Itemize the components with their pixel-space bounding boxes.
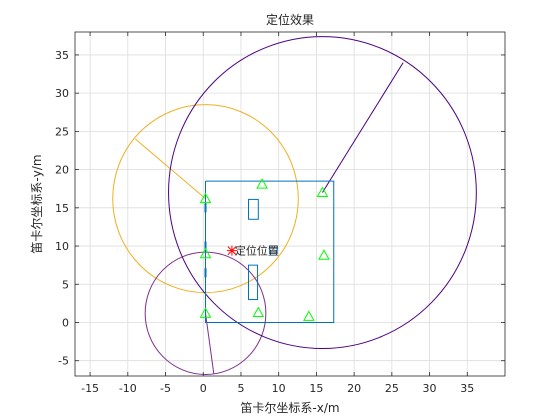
x-tick-label: 15 [309, 382, 323, 395]
x-tick-label: -10 [119, 382, 137, 395]
y-tick-label: 20 [55, 164, 69, 177]
plot-content: 定位位置 [112, 36, 477, 375]
x-axis-label: 笛卡尔坐标系-x/m [240, 400, 339, 415]
estimate-label: 定位位置 [235, 244, 279, 258]
y-tick-label: 15 [55, 202, 69, 215]
x-tick-label: -5 [160, 382, 171, 395]
ticks: -15 -10 -5 0 5 10 15 20 25 30 35 -5 0 5 10 15 20 25 30 35 [55, 32, 505, 395]
anchor-marker [303, 310, 315, 321]
x-tick-label: 0 [200, 382, 207, 395]
grid [75, 32, 505, 376]
anchor-marker [252, 306, 265, 318]
y-tick-label: 0 [62, 316, 69, 329]
range-circle [168, 36, 477, 349]
anchor-marker [199, 247, 212, 259]
y-axis-label: 笛卡尔坐标系-y/m [29, 154, 44, 253]
furniture-rect [269, 245, 278, 255]
x-tick-label: 35 [460, 382, 474, 395]
furniture-rect [248, 198, 259, 220]
x-tick-label: 5 [237, 382, 244, 395]
anchor-marker [256, 178, 268, 189]
anchor-marker [316, 186, 329, 198]
x-tick-label: 25 [385, 382, 399, 395]
estimate-star-stroke [227, 246, 237, 255]
x-tick-label: 10 [272, 382, 286, 395]
estimate-marker [226, 245, 237, 256]
y-tick-label: -5 [58, 355, 69, 368]
y-tick-label: 5 [62, 278, 69, 291]
x-tick-label: -15 [81, 382, 99, 395]
x-tick-label: 30 [423, 382, 437, 395]
range-radius-line [322, 62, 404, 193]
anchor-marker [199, 192, 212, 204]
plot-area [75, 32, 505, 376]
x-tick-label: 20 [347, 382, 361, 395]
y-tick-label: 10 [55, 240, 69, 253]
furniture-rect [248, 264, 259, 301]
axes-box [74, 31, 506, 377]
chart-title: 定位效果 [266, 12, 314, 27]
y-tick-label: 25 [55, 125, 69, 138]
y-tick-label: 30 [55, 87, 69, 100]
anchor-marker [318, 249, 330, 260]
anchor-marker [199, 307, 212, 318]
y-tick-label: 35 [55, 49, 69, 62]
range-radius-line [205, 313, 215, 374]
